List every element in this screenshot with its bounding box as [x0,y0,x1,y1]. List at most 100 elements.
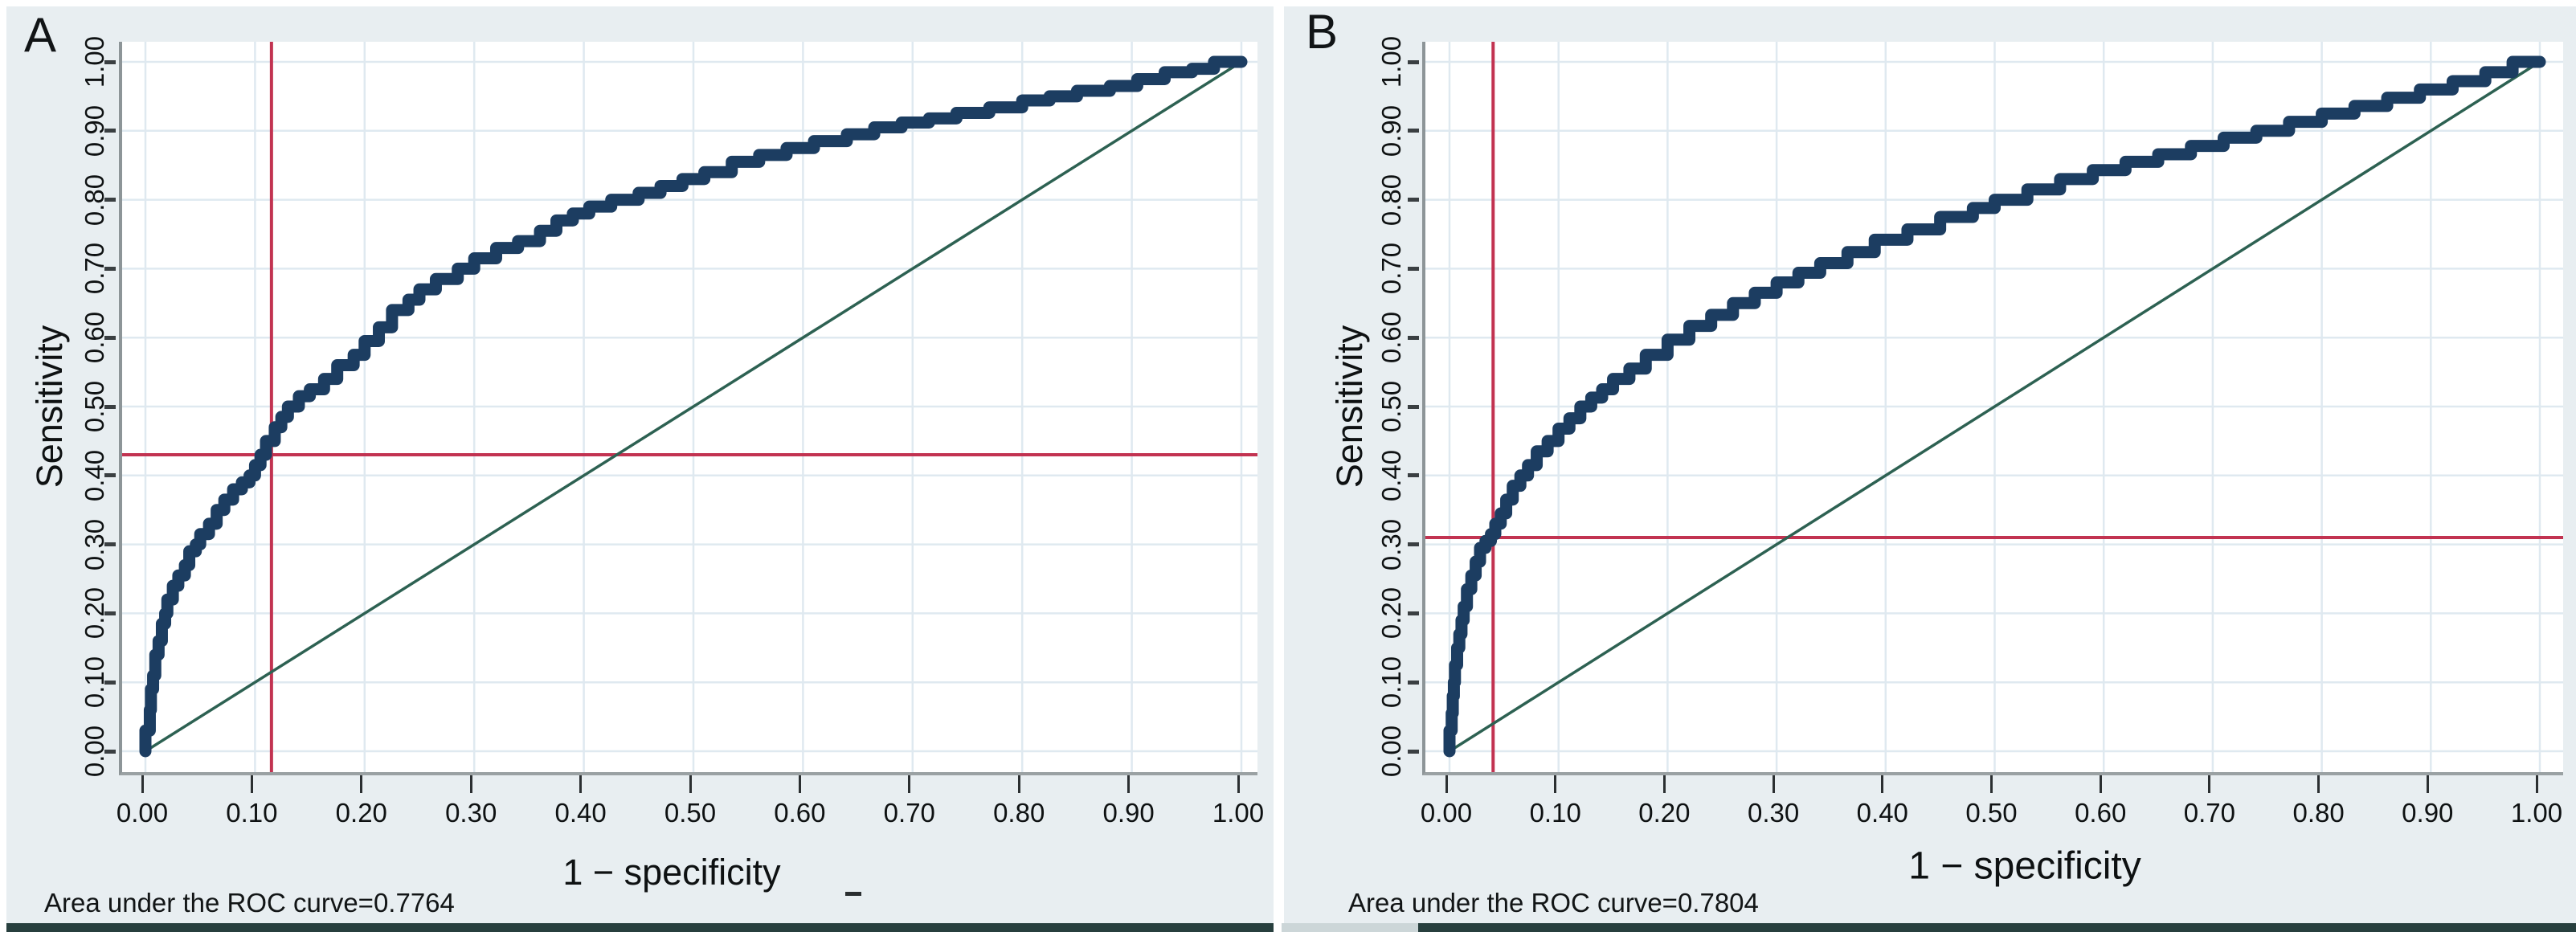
y-axis-tick [104,611,116,615]
x-axis-tick [469,775,472,793]
y-axis-tick [104,335,116,340]
bottom-edge-bar-left [6,923,1274,932]
y-tick-label: 0.10 [1376,656,1406,709]
y-tick-label: 0.10 [80,656,109,709]
y-axis-tick [1408,335,1419,340]
y-axis-title: Sensitivity [29,325,70,488]
x-tick-label: 0.40 [1856,798,1908,828]
x-axis-tick [1127,775,1131,793]
y-axis-tick [1408,749,1419,754]
y-axis-tick [1408,404,1419,409]
y-tick-label: 0.90 [1376,104,1406,157]
x-tick-label: 0.50 [1965,798,2018,828]
x-axis-tick [798,775,801,793]
x-axis-tick [1881,775,1884,793]
y-axis-tick [1408,680,1419,685]
y-tick-label: 0.40 [80,449,109,501]
y-tick-label: 0.50 [80,380,109,433]
y-tick-label: 0.80 [1376,174,1406,226]
roc-curve [1443,55,2546,758]
x-tick-label: 0.80 [993,798,1045,828]
y-axis-title: Sensitivity [1329,325,1370,488]
y-axis-tick [104,266,116,271]
auc-caption: Area under the ROC curve=0.7764 [44,888,455,918]
x-tick-label: 0.30 [1747,798,1800,828]
x-axis-title: 1 − specificity [1908,844,2141,888]
x-axis-tick [2208,775,2211,793]
x-axis-tick [1554,775,1557,793]
y-axis-tick [1408,129,1419,133]
y-axis-tick [1408,266,1419,271]
roc-chart [1425,42,2563,772]
y-axis-tick [104,680,116,685]
x-tick-label: 0.70 [883,798,935,828]
x-tick-label: 1.00 [1212,798,1265,828]
x-axis-tick [2099,775,2102,793]
y-tick-label: 0.20 [1376,587,1406,640]
y-axis-tick [104,542,116,547]
plot-area [1422,42,2563,775]
y-axis-tick [1408,198,1419,202]
roc-panel-a: A Sensitivity 0.00 0.00 0.10 0.10 0.20 0.20 0.… [6,6,1274,932]
y-tick-label: 0.00 [80,725,109,778]
x-tick-label: 0.50 [664,798,717,828]
x-axis-title: 1 − specificity [562,852,781,893]
x-tick-label: 0.00 [116,798,169,828]
plot-area [119,42,1257,775]
x-tick-label: 0.80 [2292,798,2345,828]
auc-caption: Area under the ROC curve=0.7804 [1348,888,1759,918]
x-tick-label: 0.20 [335,798,387,828]
reference-diagonal [1449,60,2541,753]
bottom-edge-bar-right [1418,923,2576,932]
y-axis-tick [104,404,116,409]
x-tick-label: 0.10 [1529,798,1581,828]
x-axis-tick [1017,775,1020,793]
y-axis-tick [1408,473,1419,478]
y-tick-label: 0.30 [1376,518,1406,570]
y-tick-label: 1.00 [80,35,109,88]
y-tick-label: 0.80 [80,174,109,226]
x-tick-label: 0.40 [554,798,607,828]
x-axis-tick [1445,775,1448,793]
x-axis-tick [250,775,253,793]
y-tick-label: 0.20 [80,587,109,640]
y-tick-label: 0.30 [80,518,109,570]
x-tick-label: 0.70 [2183,798,2236,828]
x-axis-tick [360,775,363,793]
roc-curve [139,55,1248,758]
y-axis-tick [104,59,116,64]
x-tick-label: 0.60 [774,798,826,828]
panel-a-letter: A [24,8,57,62]
x-tick-label: 0.60 [2075,798,2127,828]
x-axis-tick [579,775,583,793]
y-tick-label: 0.50 [1376,380,1406,433]
x-axis-tick [2426,775,2429,793]
x-axis-tick [1990,775,1993,793]
stray-mark [845,892,861,896]
bottom-edge-bar-light [1282,923,1418,932]
y-tick-label: 0.70 [1376,243,1406,295]
y-axis-tick [1408,542,1419,547]
y-tick-label: 0.90 [80,104,109,157]
y-axis-tick [1408,611,1419,615]
x-axis-tick [689,775,692,793]
roc-panel-b: B Sensitivity 0.00 0.00 0.10 0.10 0.20 0.20 0.… [1284,6,2576,932]
x-tick-label: 0.90 [2402,798,2454,828]
y-tick-label: 0.00 [1376,725,1406,778]
panel-b-letter: B [1306,5,1339,59]
y-axis-tick [104,749,116,754]
y-tick-label: 1.00 [1376,35,1406,88]
y-axis-tick [104,129,116,133]
y-axis-tick [104,198,116,202]
x-axis-tick [1772,775,1775,793]
y-axis-tick [104,473,116,478]
x-tick-label: 0.30 [445,798,497,828]
x-tick-label: 0.20 [1638,798,1691,828]
y-tick-label: 0.70 [80,243,109,295]
y-tick-label: 0.40 [1376,449,1406,501]
x-axis-tick [1662,775,1666,793]
x-tick-label: 1.00 [2510,798,2563,828]
y-tick-label: 0.60 [80,312,109,364]
x-tick-label: 0.00 [1420,798,1473,828]
x-axis-tick [908,775,911,793]
